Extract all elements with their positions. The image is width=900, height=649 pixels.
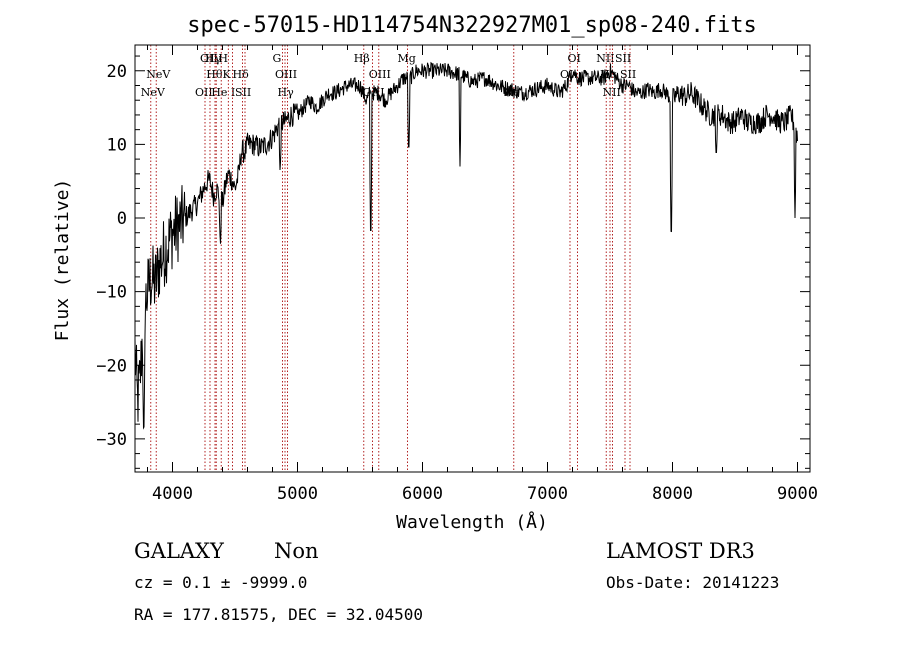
object-subclass: Non [274, 539, 319, 563]
coordinates: RA = 177.81575, DEC = 32.04500 [134, 605, 423, 624]
y-tick-label--10: −10 [96, 283, 127, 303]
flux-line [134, 61, 798, 430]
line-marker-label-6: He I [211, 86, 235, 99]
x-tick-label-4000: 4000 [152, 484, 193, 504]
line-marker-label-21: NII [596, 52, 614, 65]
y-tick-label-0: 0 [117, 209, 127, 229]
x-axis-ticks: 4000 5000 6000 7000 8000 9000 [147, 45, 818, 504]
line-marker-label-14: Hβ [354, 52, 370, 65]
line-marker-label-20: OI [568, 52, 581, 65]
line-marker-label-0: NeV [141, 86, 166, 99]
line-marker-label-17: Mg [398, 52, 416, 65]
line-marker-label-2: OII [195, 86, 213, 99]
line-marker-label-3: OII [200, 52, 218, 65]
y-tick-label-20: 20 [107, 62, 127, 82]
y-tick-label--30: −30 [96, 430, 127, 450]
line-marker-label-23: NII [603, 86, 621, 99]
obs-date: Obs-Date: 20141223 [606, 573, 779, 592]
line-marker-label-9: Hδ [233, 68, 250, 81]
y-axis-label: Flux (relative) [52, 179, 73, 342]
line-marker-label-1: NeV [146, 68, 171, 81]
line-marker-label-11: G [273, 52, 282, 65]
chart-title: spec-57015-HD114754N322927M01_sp08-240.f… [187, 13, 757, 38]
y-tick-label--20: −20 [96, 356, 127, 376]
line-marker-label-5: Hθ [206, 68, 223, 81]
y-axis-ticks: −30 −20 −10 0 10 20 [96, 55, 810, 469]
x-tick-label-8000: 8000 [652, 484, 693, 504]
line-marker-label-12: OIII [275, 68, 297, 81]
line-marker-label-8: K [223, 68, 232, 81]
x-tick-label-5000: 5000 [277, 484, 318, 504]
x-axis-label: Wavelength (Å) [396, 511, 548, 533]
line-marker-label-25: SII [620, 68, 636, 81]
line-marker-label-13: Hγ [278, 86, 295, 99]
line-marker-label-24: SII [615, 52, 631, 65]
line-marker-label-10: SII [235, 86, 251, 99]
y-tick-label-10: 10 [107, 135, 127, 155]
x-tick-label-7000: 7000 [527, 484, 568, 504]
line-marker-label-16: OIII [369, 68, 391, 81]
flux-series [134, 61, 798, 430]
line-marker-label-7: H [218, 52, 228, 65]
line-marker-label-4: Hγ [205, 52, 222, 65]
x-tick-label-9000: 9000 [777, 484, 818, 504]
survey-name: LAMOST DR3 [606, 539, 755, 563]
object-class: GALAXY [134, 539, 225, 563]
redshift-readout: cz = 0.1 ± -9999.0 [134, 573, 307, 592]
x-tick-label-6000: 6000 [402, 484, 443, 504]
